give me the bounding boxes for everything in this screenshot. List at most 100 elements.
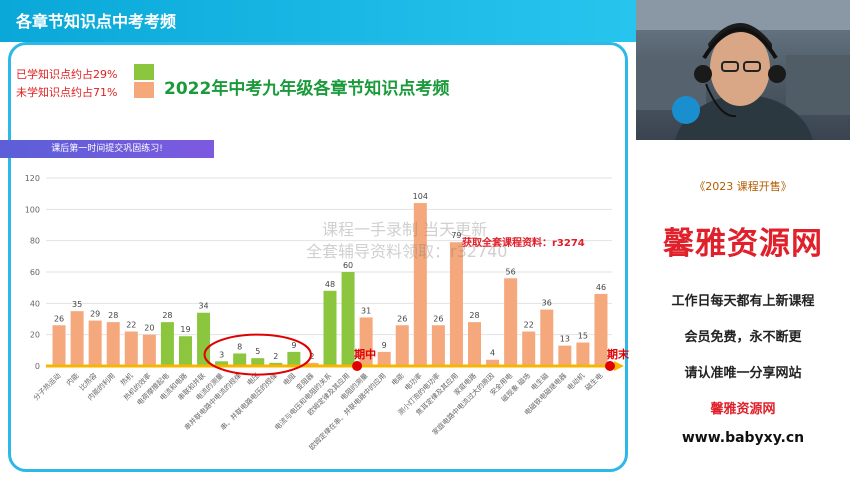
bar-value-label: 31 xyxy=(361,306,371,315)
category-label: 电动机 xyxy=(565,371,586,392)
bar-value-label: 26 xyxy=(54,314,64,323)
milestone-label: 期中 xyxy=(354,347,376,361)
bar xyxy=(178,336,192,366)
bar-value-label: 22 xyxy=(126,321,136,330)
bar-chart: 02040608010012026分子热运动35内能29比热容28内能的利用22… xyxy=(25,174,630,452)
bar xyxy=(251,358,265,366)
bar-value-label: 2 xyxy=(273,352,278,361)
bar-value-label: 22 xyxy=(524,321,534,330)
category-label: 内能 xyxy=(64,371,80,387)
bar-value-label: 34 xyxy=(198,302,208,311)
promo-line2: 会员免费，永不断更 xyxy=(684,330,802,345)
highlight-ellipse xyxy=(203,333,312,376)
slide: 各章节知识点中考考频 已学知识点约占29% 未学知识点约占71% 2022年中考… xyxy=(0,0,636,472)
bar xyxy=(431,325,445,366)
bar xyxy=(305,362,319,366)
bar xyxy=(233,353,247,366)
category-label: 磁生电 xyxy=(583,371,604,392)
slide-title: 各章节知识点中考考频 xyxy=(16,12,177,31)
bar xyxy=(594,293,608,366)
bar xyxy=(395,325,409,366)
bar-value-label: 48 xyxy=(325,280,335,289)
bar-value-label: 13 xyxy=(560,335,570,344)
chart-panel xyxy=(8,42,628,472)
bar xyxy=(124,331,138,366)
bar-value-label: 19 xyxy=(180,325,190,334)
bar-value-label: 20 xyxy=(144,324,154,333)
bar xyxy=(269,362,283,366)
category-label: 分子热运动 xyxy=(31,371,62,402)
bar xyxy=(88,320,102,366)
promo-line1: 工作日每天都有上新课程 xyxy=(671,294,815,309)
y-tick-label: 20 xyxy=(30,331,40,340)
milestone-label: 期末 xyxy=(607,347,630,361)
bar xyxy=(540,309,554,366)
bar xyxy=(468,322,482,366)
y-tick-label: 80 xyxy=(30,237,40,246)
bar xyxy=(377,351,391,366)
bar-value-label: 26 xyxy=(433,314,443,323)
bar xyxy=(504,278,518,366)
bar xyxy=(413,203,427,366)
x-axis-arrow xyxy=(614,361,624,371)
bar-value-label: 9 xyxy=(291,341,296,350)
bar-value-label: 3 xyxy=(219,350,224,359)
presenter-image xyxy=(636,0,850,140)
bar xyxy=(576,342,590,366)
bar xyxy=(197,312,211,366)
bar-value-label: 2 xyxy=(309,352,314,361)
y-tick-label: 40 xyxy=(30,299,40,308)
bar xyxy=(215,361,229,366)
bar-value-label: 35 xyxy=(72,300,82,309)
bar-value-label: 29 xyxy=(90,310,100,319)
y-tick-label: 60 xyxy=(30,268,40,277)
bar xyxy=(486,359,500,366)
bar xyxy=(160,322,174,366)
y-tick-label: 0 xyxy=(35,362,40,371)
bar-value-label: 5 xyxy=(255,347,260,356)
legend-unlearned-label: 未学知识点约占71% xyxy=(16,86,118,99)
bar xyxy=(323,290,337,366)
sale-title: 《2023 课程开售》 xyxy=(694,180,792,193)
bar-value-label: 28 xyxy=(162,311,172,320)
chart-title: 2022年中考九年级各章节知识点考频 xyxy=(164,79,450,99)
bar xyxy=(449,242,463,366)
brand-name: 馨雅资源网 xyxy=(663,226,823,262)
bar-value-label: 79 xyxy=(451,231,461,240)
bar xyxy=(522,331,536,366)
category-label: 电阻 xyxy=(281,371,297,387)
bar-value-label: 104 xyxy=(413,192,428,201)
category-label: 电能 xyxy=(389,371,405,387)
promo-site-name: 馨雅资源网 xyxy=(710,402,776,417)
bar-value-label: 8 xyxy=(237,342,242,351)
bar-value-label: 28 xyxy=(108,311,118,320)
bar-value-label: 28 xyxy=(469,311,479,320)
legend-learned-swatch xyxy=(134,64,154,80)
bar xyxy=(70,311,84,366)
y-tick-label: 100 xyxy=(25,205,40,214)
video-banner: 课后第一时间提交巩固练习! xyxy=(0,140,214,158)
bar-value-label: 4 xyxy=(490,349,495,358)
watermark-line1: 课程一手录制 当天更新 xyxy=(322,220,488,239)
bar xyxy=(341,272,355,366)
bar-value-label: 26 xyxy=(397,314,407,323)
bar xyxy=(359,317,373,366)
milestone-marker xyxy=(605,361,615,371)
bar xyxy=(106,322,120,366)
slide-header-bar: 各章节知识点中考考频 xyxy=(0,0,636,42)
category-label: 热机 xyxy=(118,371,134,387)
bar-value-label: 46 xyxy=(596,283,606,292)
bar xyxy=(142,334,156,366)
bar-value-label: 36 xyxy=(542,299,552,308)
watermark-line3: 获取全套课程资料：r3274 xyxy=(462,238,585,249)
bar-value-label: 56 xyxy=(506,267,516,276)
site-url[interactable]: www.babyxy.cn xyxy=(681,430,805,446)
legend-learned-label: 已学知识点约占29% xyxy=(16,68,118,81)
presenter-video xyxy=(636,0,850,140)
promo-line3: 请认准唯一分享网站 xyxy=(684,366,802,381)
bar xyxy=(52,325,66,366)
bar xyxy=(287,351,301,366)
bar-value-label: 60 xyxy=(343,261,353,270)
watermark-line2: 全套辅导资料领取：r32740 xyxy=(306,242,508,261)
legend-unlearned-swatch xyxy=(134,82,154,98)
